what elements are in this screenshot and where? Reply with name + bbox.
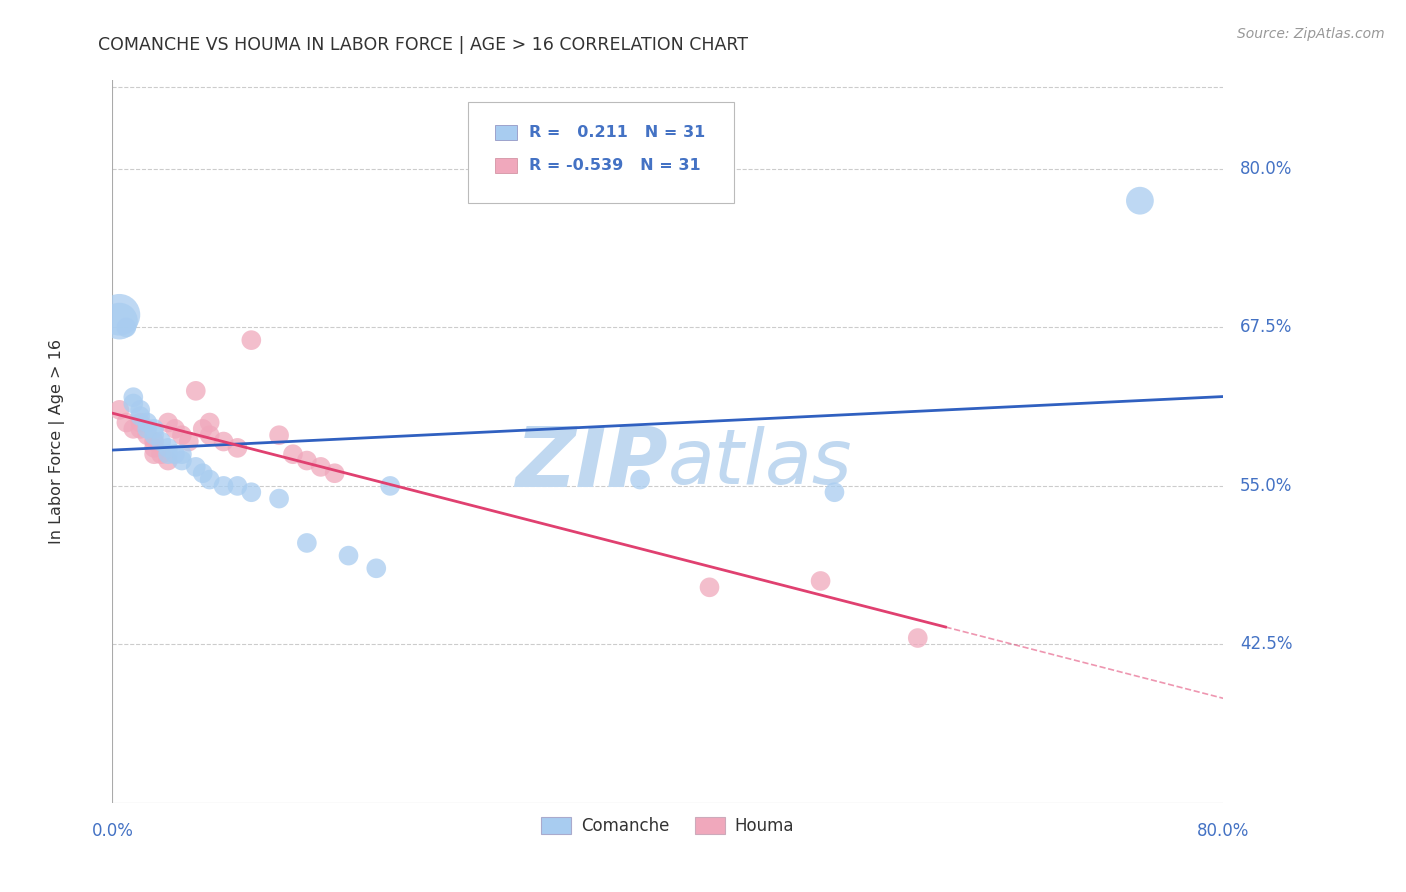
Point [157, 447, 180, 461]
Text: atlas: atlas [668, 426, 852, 500]
Point [226, 479, 249, 493]
Point [295, 453, 318, 467]
Point [267, 428, 291, 442]
Point [699, 580, 721, 594]
Point [170, 428, 193, 442]
Point [309, 459, 332, 474]
Point [907, 631, 929, 645]
Point [170, 447, 193, 461]
Point [122, 396, 145, 410]
Point [163, 422, 186, 436]
Point [122, 422, 145, 436]
Point [380, 479, 402, 493]
Text: 0.0%: 0.0% [91, 822, 134, 839]
Point [157, 416, 180, 430]
Point [295, 536, 318, 550]
Text: In Labor Force | Age > 16: In Labor Force | Age > 16 [49, 339, 65, 544]
Text: R = -0.539   N = 31: R = -0.539 N = 31 [529, 158, 700, 173]
Point [129, 416, 152, 430]
Point [323, 467, 346, 481]
Point [157, 453, 180, 467]
Point [136, 422, 159, 436]
Text: 55.0%: 55.0% [1240, 477, 1292, 495]
Point [281, 447, 304, 461]
Text: 67.5%: 67.5% [1240, 318, 1292, 336]
FancyBboxPatch shape [495, 125, 517, 139]
Point [810, 574, 832, 588]
Point [129, 402, 152, 417]
Legend: Comanche, Houma: Comanche, Houma [534, 810, 801, 841]
Point [115, 416, 138, 430]
Point [198, 473, 221, 487]
Point [212, 434, 235, 449]
Point [143, 447, 166, 461]
Text: ZIP: ZIP [515, 423, 668, 504]
Point [108, 402, 131, 417]
Point [212, 479, 235, 493]
Text: R =   0.211   N = 31: R = 0.211 N = 31 [529, 125, 706, 140]
Point [1129, 194, 1152, 208]
Point [198, 428, 221, 442]
Point [108, 308, 131, 322]
Point [143, 428, 166, 442]
Point [129, 409, 152, 424]
Point [240, 333, 263, 347]
Text: 80.0%: 80.0% [1240, 160, 1292, 178]
FancyBboxPatch shape [468, 102, 734, 203]
Point [150, 434, 173, 449]
Text: COMANCHE VS HOUMA IN LABOR FORCE | AGE > 16 CORRELATION CHART: COMANCHE VS HOUMA IN LABOR FORCE | AGE >… [98, 36, 748, 54]
Point [198, 416, 221, 430]
Text: Source: ZipAtlas.com: Source: ZipAtlas.com [1237, 27, 1385, 41]
Point [184, 459, 207, 474]
Point [136, 416, 159, 430]
Point [129, 422, 152, 436]
Point [226, 441, 249, 455]
Point [157, 441, 180, 455]
Point [150, 447, 173, 461]
Point [115, 320, 138, 334]
Point [628, 473, 651, 487]
Point [163, 447, 186, 461]
Text: 80.0%: 80.0% [1197, 822, 1250, 839]
Point [143, 434, 166, 449]
Point [177, 434, 200, 449]
Point [170, 453, 193, 467]
Point [366, 561, 388, 575]
FancyBboxPatch shape [495, 158, 517, 173]
Point [143, 422, 166, 436]
Point [108, 314, 131, 328]
Point [136, 428, 159, 442]
Point [267, 491, 291, 506]
Text: 42.5%: 42.5% [1240, 635, 1292, 653]
Point [122, 390, 145, 404]
Point [824, 485, 846, 500]
Point [337, 549, 360, 563]
Point [191, 467, 214, 481]
Point [191, 422, 214, 436]
Point [184, 384, 207, 398]
Point [240, 485, 263, 500]
Point [143, 441, 166, 455]
